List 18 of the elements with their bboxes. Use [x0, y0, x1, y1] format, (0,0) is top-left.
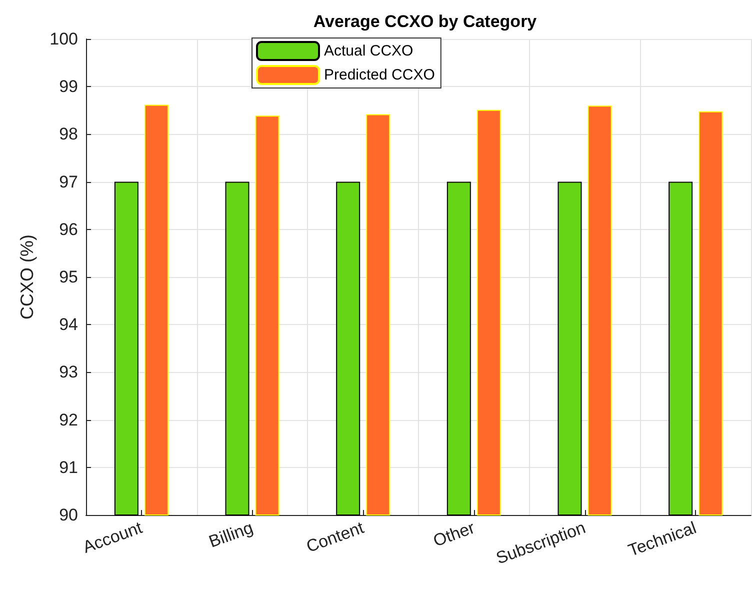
y-tick-label: 94 [59, 315, 78, 334]
x-tick-label: Other [430, 518, 478, 550]
y-tick-label: 100 [50, 30, 78, 48]
y-tick-label: 98 [59, 124, 78, 144]
x-tick-label: Billing [206, 518, 256, 552]
y-tick-label: 95 [59, 268, 78, 286]
y-tick-label: 91 [59, 458, 78, 477]
y-tick-label: 93 [59, 362, 78, 382]
y-tick-label: 90 [59, 506, 78, 524]
y-tick-label: 92 [59, 410, 78, 430]
y-tick-label: 97 [59, 172, 78, 192]
x-tick-label: Content [304, 518, 367, 556]
y-axis-title: CCXO (%) [17, 234, 37, 320]
legend-label: Actual CCXO [324, 42, 414, 60]
chart-title: Average CCXO by Category [313, 12, 538, 31]
legend-label: Predicted CCXO [324, 66, 435, 84]
y-tick-label: 96 [59, 220, 78, 239]
y-tick-label: 99 [59, 77, 78, 96]
